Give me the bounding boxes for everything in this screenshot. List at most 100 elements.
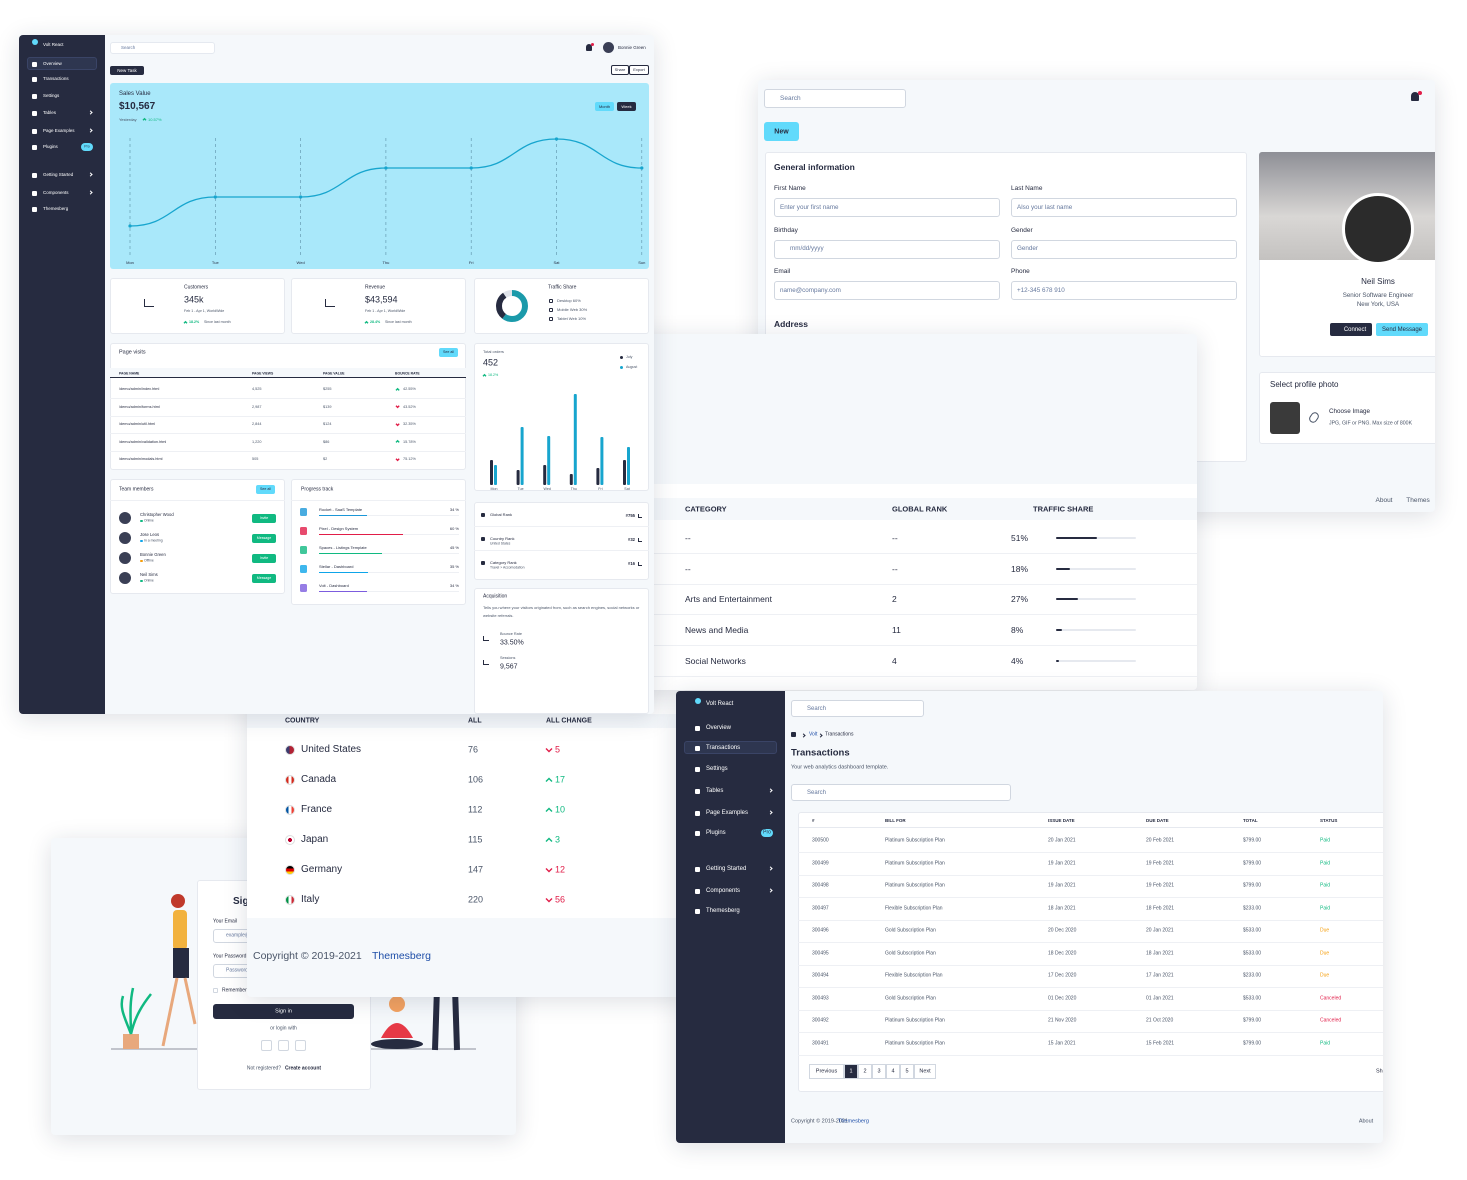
- footer-link: About: [1358, 1118, 1374, 1125]
- action-button[interactable]: [252, 534, 276, 543]
- change: 10.57%: [148, 117, 162, 122]
- icon: [32, 207, 37, 212]
- chevron: [818, 733, 823, 738]
- page-button[interactable]: [900, 1064, 914, 1079]
- action-button[interactable]: [252, 574, 276, 583]
- cell: 17 Dec 2020: [1048, 972, 1077, 979]
- search-box[interactable]: [110, 42, 215, 54]
- trend-arrow: [545, 777, 553, 782]
- connect-button[interactable]: [1330, 323, 1372, 336]
- bar: [494, 465, 497, 485]
- field-label: Your Password: [213, 953, 247, 960]
- search-box[interactable]: [764, 89, 906, 108]
- bell-dot: [591, 43, 594, 46]
- nav-item: Plugins: [43, 143, 58, 149]
- legend-icon: [549, 299, 553, 303]
- page-visits-card: [110, 343, 466, 470]
- field-label: Gender: [1011, 226, 1033, 234]
- icon: [695, 831, 700, 836]
- tab[interactable]: [595, 102, 614, 111]
- cell: --: [892, 532, 898, 543]
- input[interactable]: [1011, 239, 1237, 259]
- checkbox[interactable]: [213, 988, 218, 993]
- cell: 300491: [812, 1040, 829, 1046]
- page-button[interactable]: [858, 1064, 872, 1079]
- column-header: STATUS: [1320, 817, 1338, 823]
- legend-dot: [620, 356, 623, 359]
- row-separator: [798, 942, 1383, 943]
- input[interactable]: [774, 198, 1000, 217]
- see-all-button[interactable]: [439, 348, 458, 357]
- column-header: ISSUE DATE: [1048, 817, 1075, 823]
- cell: $255: [323, 387, 332, 392]
- export-button[interactable]: [629, 65, 649, 75]
- row-separator: [798, 1009, 1383, 1011]
- bell-icon: [586, 44, 592, 51]
- page-button[interactable]: [886, 1064, 900, 1079]
- column-header: #: [812, 817, 815, 823]
- trend-arrow-shape: [545, 898, 553, 903]
- cell: 43.52%: [403, 404, 416, 409]
- signin-button[interactable]: [213, 1004, 354, 1019]
- rank-sub: Travel > Accomodation: [490, 565, 525, 570]
- project-icon: [300, 584, 307, 592]
- text: Since last month: [204, 320, 231, 325]
- action-button[interactable]: [252, 554, 276, 563]
- stat-label: Sessions: [500, 656, 516, 661]
- legend-icon: [549, 308, 553, 312]
- input[interactable]: [774, 281, 1000, 300]
- progress-track: [319, 553, 459, 555]
- trend-arrow: [364, 320, 369, 324]
- table-search[interactable]: [791, 784, 1011, 801]
- page-button[interactable]: [872, 1064, 886, 1079]
- input[interactable]: [1011, 198, 1237, 217]
- cell: $124: [323, 422, 332, 427]
- table-header: [620, 498, 1197, 520]
- tab[interactable]: [617, 102, 636, 111]
- page-button[interactable]: [844, 1064, 858, 1079]
- card-title: Page visits: [119, 349, 146, 356]
- action-button[interactable]: [252, 514, 276, 523]
- trend-arrow-shape: [142, 117, 147, 121]
- showing-text: Showing 10 out of 25 entries: [1376, 1068, 1383, 1075]
- cell: Platinum Subscription Plan: [885, 1017, 945, 1024]
- page-button[interactable]: [914, 1064, 936, 1079]
- search-box[interactable]: [791, 700, 924, 717]
- new-button[interactable]: [764, 122, 799, 141]
- cell: 18 Dec 2020: [1048, 950, 1077, 956]
- cell: 300500: [812, 837, 829, 844]
- bar: [627, 447, 630, 485]
- skirt: [173, 948, 189, 978]
- progress-track: [319, 591, 459, 593]
- cell: --: [685, 563, 691, 574]
- new-task-button[interactable]: [110, 66, 144, 75]
- head: [171, 894, 185, 908]
- column-header: TRAFFIC SHARE: [1033, 504, 1094, 514]
- cell: Germany: [301, 864, 343, 875]
- acquisition-card: [474, 588, 649, 714]
- profile-location: New York, USA: [1356, 300, 1400, 308]
- input[interactable]: [1011, 281, 1237, 300]
- text: Since last month: [385, 320, 412, 325]
- bar: [543, 465, 547, 485]
- row-separator: [620, 553, 1197, 554]
- legend-dot: [620, 366, 623, 369]
- social-button[interactable]: [278, 1040, 289, 1051]
- column-header: PAGE VALUE: [323, 370, 345, 375]
- page-button[interactable]: [809, 1064, 844, 1079]
- ranks-card: [474, 502, 649, 580]
- button-text: Invite: [259, 515, 269, 520]
- social-button[interactable]: [295, 1040, 306, 1051]
- cell: Paid: [1320, 905, 1331, 911]
- see-all-button[interactable]: [256, 485, 275, 494]
- rank-label: Category Rank: [490, 560, 517, 565]
- message-button[interactable]: [1376, 323, 1428, 336]
- share-button[interactable]: [611, 65, 629, 75]
- social-button[interactable]: [261, 1040, 272, 1051]
- point: [299, 195, 303, 199]
- input[interactable]: [774, 239, 1000, 259]
- nav-item: Getting Started: [43, 171, 74, 177]
- cell: /demo/admin/index.html: [119, 387, 160, 392]
- cell: 4,525: [252, 387, 262, 392]
- rank-label: Country Rank: [490, 536, 515, 541]
